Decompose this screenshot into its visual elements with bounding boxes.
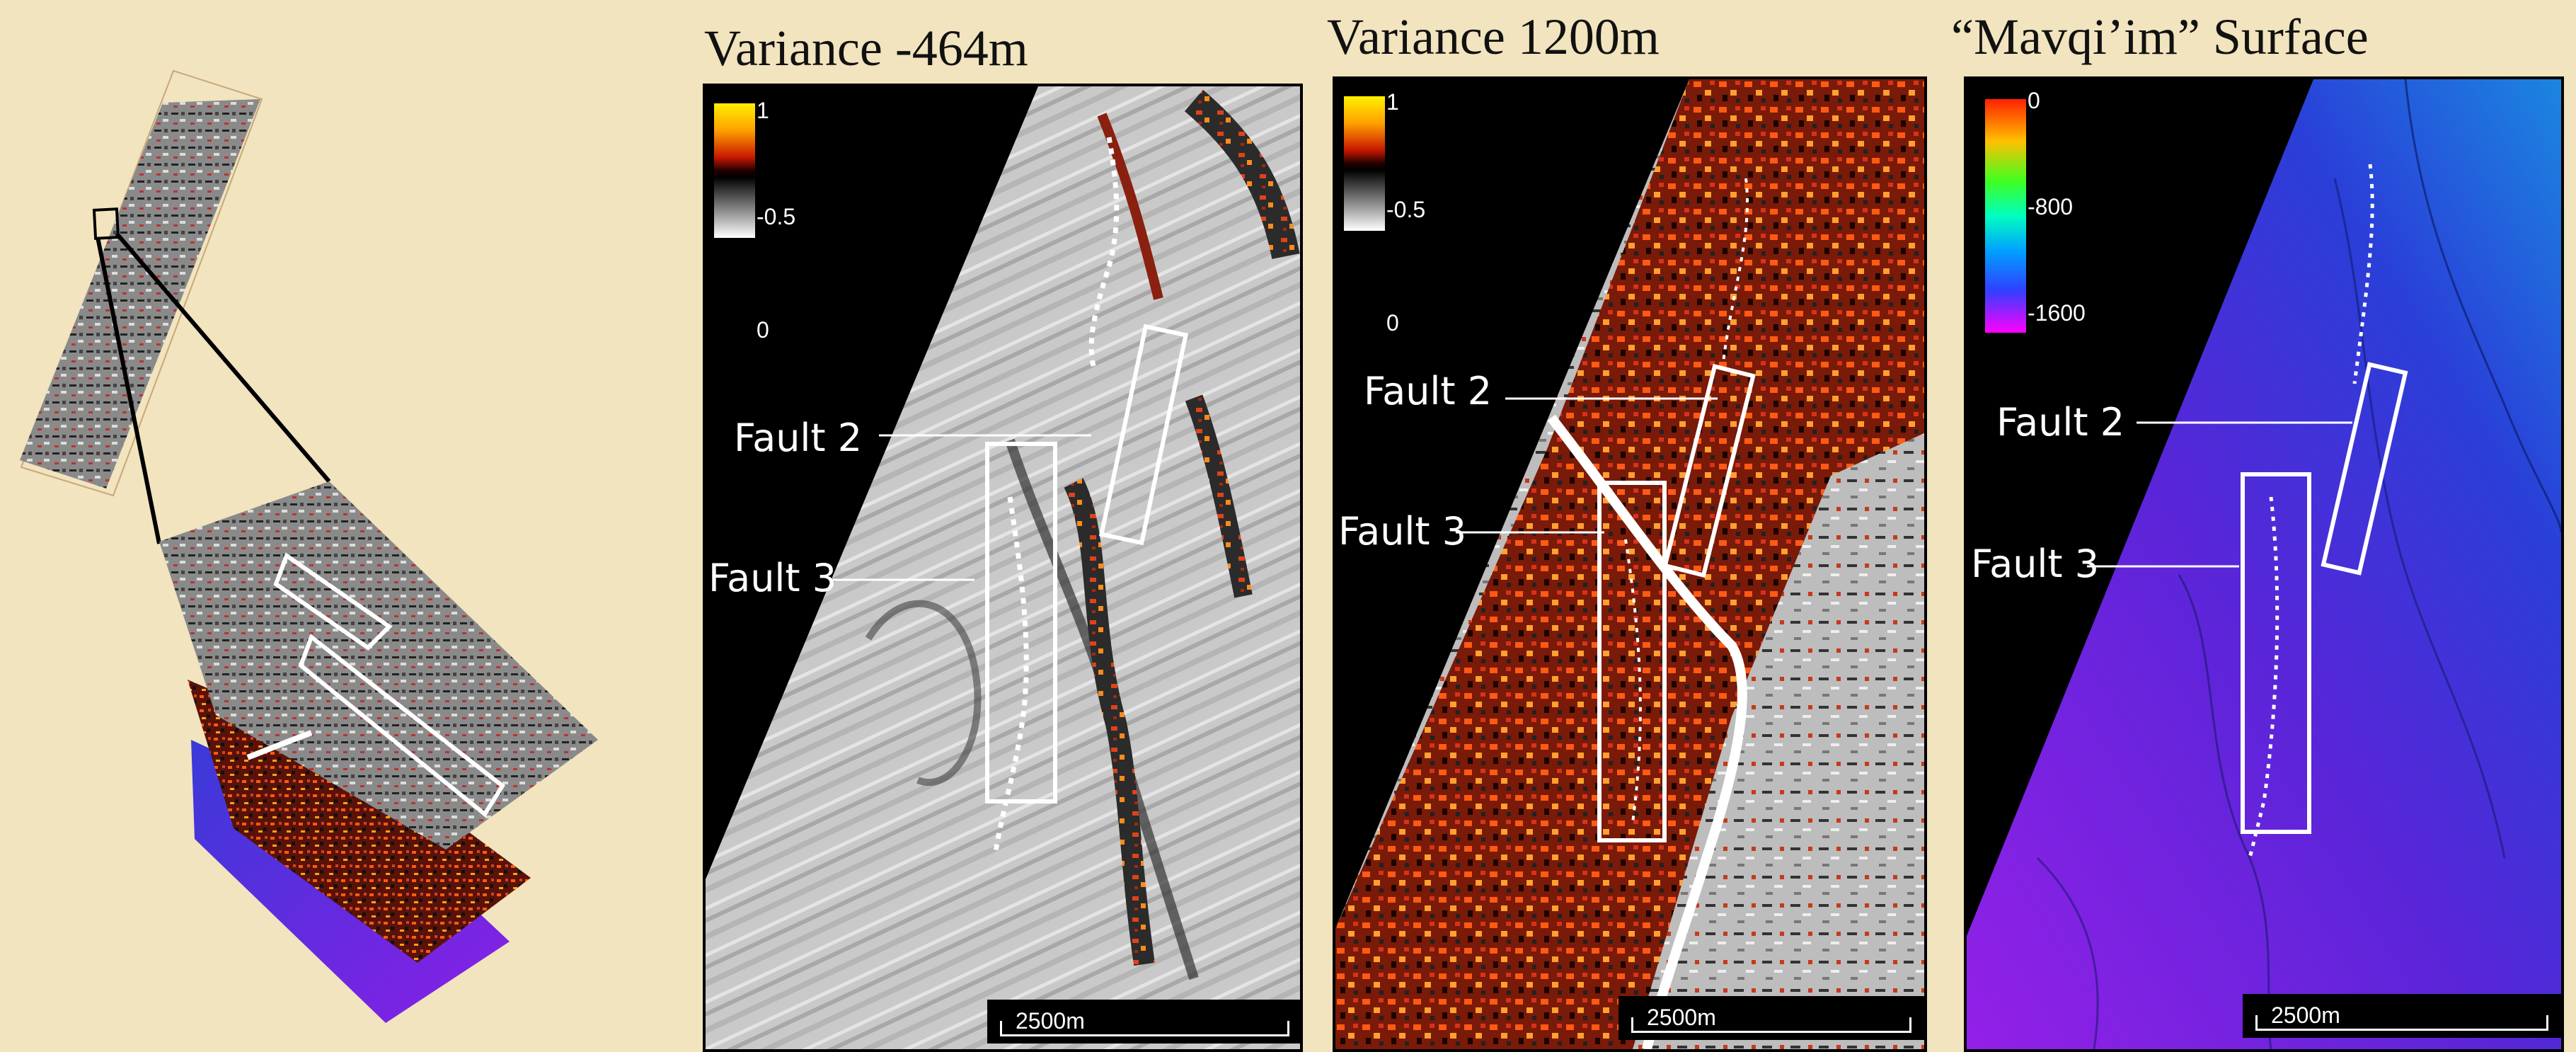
fault-3-box xyxy=(985,442,1057,804)
mavqiim-surface-map xyxy=(1967,79,2561,1049)
fault-3-box xyxy=(2241,472,2311,834)
fault-3-label: Fault 3 xyxy=(1338,509,1467,554)
scale-bar: 2500m xyxy=(987,1000,1300,1044)
colorbar-label-mid: -800 xyxy=(2028,194,2074,219)
scale-bar: 2500m xyxy=(2243,994,2561,1038)
colorbar-label-top: 1 xyxy=(757,98,769,123)
fault-3-trace xyxy=(993,496,1029,852)
perspective-overview-illustration xyxy=(20,69,598,1023)
variance-464-map xyxy=(706,86,1300,1049)
fault-2-box xyxy=(1098,324,1189,546)
colorbar-depth xyxy=(1985,99,2026,333)
variance-1200-slab xyxy=(188,680,531,963)
colorbar-label-bottom: 0 xyxy=(757,317,769,343)
colorbar-label-top: 0 xyxy=(2028,88,2040,113)
panel-mavqiim-surface: 0 -800 -1600 Fault 2 Fault 3 2500m xyxy=(1964,76,2564,1052)
colorbar-label-bottom: 0 xyxy=(1386,310,1399,336)
panel-title-mavqiim-surface: “Mavqi’im” Surface xyxy=(1951,8,2369,65)
colorbar-label-mid: -0.5 xyxy=(1386,197,1426,222)
panel-variance-464: 1 -0.5 0 Fault 2 Fault 3 2500m xyxy=(703,84,1303,1052)
variance-1200-map xyxy=(1335,79,1924,1049)
panel-variance-1200: 1 -0.5 0 Fault 2 Fault 3 2500m xyxy=(1333,76,1927,1052)
colorbar-label-top: 1 xyxy=(1386,89,1399,115)
fault-3-label: Fault 3 xyxy=(708,556,837,600)
overview-slab xyxy=(20,69,263,497)
fault-2-label: Fault 2 xyxy=(734,416,863,460)
scale-bar: 2500m xyxy=(1618,996,1924,1040)
fault-2-box xyxy=(2321,362,2408,576)
fault-3-box xyxy=(1597,481,1667,842)
fault-3-trace xyxy=(2248,496,2279,859)
fault-2-box xyxy=(1662,363,1756,578)
fault-2-trace xyxy=(1088,137,1120,367)
fault-2-trace xyxy=(2352,164,2374,384)
panel-title-variance-464: Variance -464m xyxy=(704,20,1028,76)
panel-title-variance-1200: Variance 1200m xyxy=(1327,8,1660,65)
colorbar-variance-1200 xyxy=(1344,96,1385,231)
fault-2-label: Fault 2 xyxy=(1996,400,2125,445)
fault-2-trace xyxy=(1722,178,1749,363)
variance-464-slab xyxy=(159,481,598,850)
colorbar-label-bottom: -1600 xyxy=(2028,300,2086,326)
colorbar-variance-464 xyxy=(714,103,755,238)
colorbar-label-mid: -0.5 xyxy=(757,204,796,229)
fault-2-label: Fault 2 xyxy=(1364,369,1493,413)
interpreted-fault-line xyxy=(1547,414,1747,1049)
fault-3-label: Fault 3 xyxy=(1971,542,2100,586)
